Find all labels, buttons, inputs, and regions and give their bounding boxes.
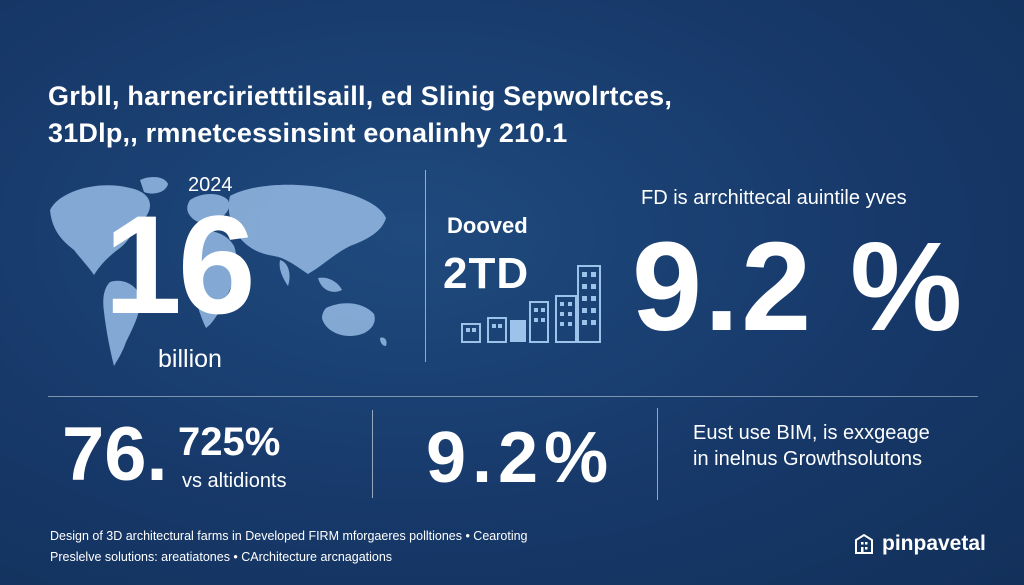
stat-9-2-bottom: 9.2% <box>426 418 615 498</box>
stat-725-percent: 725% <box>178 420 281 464</box>
brand-name: pinpavetal <box>882 532 986 555</box>
footer-line-1: Design of 3D architectural farms in Deve… <box>50 529 528 543</box>
year-label: 2024 <box>188 174 233 196</box>
divider-bottom-right <box>657 408 658 500</box>
building-logo-icon <box>855 533 873 554</box>
divider-top <box>425 170 426 362</box>
building-bars-icon <box>461 265 601 343</box>
brand-logo: pinpavetal <box>852 532 986 556</box>
stat-9-2-percent: 9.2 % <box>632 216 965 357</box>
divider-horizontal <box>48 396 978 397</box>
footer-line-2: Preslelve solutions: areatiatones • CArc… <box>50 550 393 564</box>
fd-caption: FD is arrchittecal auintile yves <box>641 187 907 209</box>
infographic-title: Grbll, harnercirietttilsaill, ed Slinig … <box>48 78 672 152</box>
dooved-label: Dooved <box>447 213 528 238</box>
stat-76-caption: vs altidionts <box>182 470 287 492</box>
world-map-icon <box>50 176 387 366</box>
stat-76-value: 76. <box>62 412 168 497</box>
title-line-2: 31Dlp,, rmnetcessinsint eonalinhy 210.1 <box>48 118 568 148</box>
stat-16-unit: billion <box>158 345 222 373</box>
bim-caption-line-1: Eust use BIM, is exxgeage <box>693 422 930 444</box>
stat-16-value: 16 <box>104 186 256 343</box>
bim-caption: Eust use BIM, is exxgeage in inelnus Gro… <box>693 420 930 472</box>
bim-caption-line-2: in inelnus Growthsolutons <box>693 448 923 470</box>
divider-bottom-left <box>372 410 373 498</box>
title-line-1: Grbll, harnercirietttilsaill, ed Slinig … <box>48 81 673 111</box>
stat-2td-value: 2TD <box>443 249 530 298</box>
